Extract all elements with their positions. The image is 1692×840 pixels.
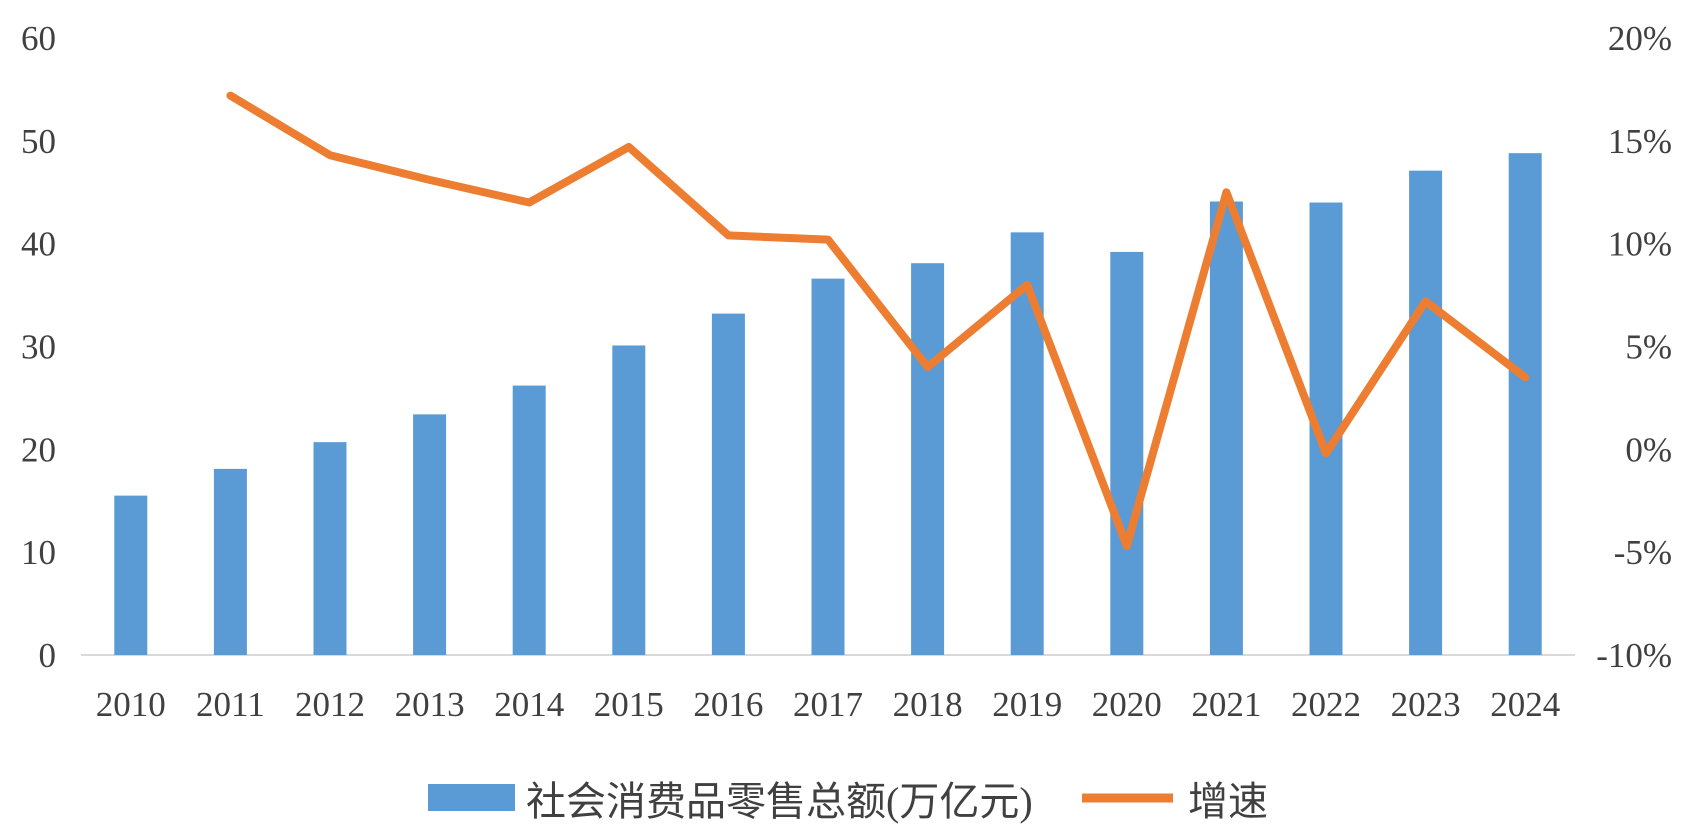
bar-2021 bbox=[1209, 201, 1243, 655]
left-axis-tick-label: 10 bbox=[21, 533, 56, 572]
line-series bbox=[226, 91, 1530, 550]
left-axis-tick-label: 60 bbox=[21, 19, 56, 58]
right-axis-tick-label: 10% bbox=[1608, 225, 1672, 264]
x-axis-tick-label: 2024 bbox=[1490, 685, 1560, 724]
bar-2024 bbox=[1508, 153, 1542, 655]
bar-2014 bbox=[512, 385, 546, 655]
right-axis-tick-label: 15% bbox=[1608, 122, 1672, 161]
legend-label-growth-rate: 增速 bbox=[1188, 779, 1268, 824]
x-axis-tick-label: 2015 bbox=[594, 685, 664, 724]
x-axis-tick-label: 2017 bbox=[793, 685, 863, 724]
left-axis-tick-label: 30 bbox=[21, 328, 56, 367]
bar-2011 bbox=[213, 468, 247, 655]
right-axis-tick-label: 0% bbox=[1625, 430, 1672, 469]
x-axis-tick-label: 2016 bbox=[693, 685, 763, 724]
bar-2016 bbox=[711, 313, 745, 655]
bar-2017 bbox=[811, 278, 845, 655]
bar-2010 bbox=[114, 495, 148, 655]
bar-2013 bbox=[413, 414, 447, 655]
left-axis-tick-label: 0 bbox=[39, 636, 57, 675]
right-axis-tick-label: -10% bbox=[1596, 636, 1672, 675]
left-axis-ticks: 0 10 20 30 40 50 60 bbox=[21, 19, 56, 675]
x-axis-tick-label: 2018 bbox=[893, 685, 963, 724]
right-axis-tick-label: 5% bbox=[1625, 328, 1672, 367]
x-axis-tick-label: 2010 bbox=[96, 685, 166, 724]
bar-2020 bbox=[1110, 251, 1144, 656]
left-axis-tick-label: 40 bbox=[21, 225, 56, 264]
x-axis-tick-label: 2023 bbox=[1391, 685, 1461, 724]
x-axis-tick-label: 2019 bbox=[992, 685, 1062, 724]
x-axis-tick-label: 2012 bbox=[295, 685, 365, 724]
right-axis-tick-label: -5% bbox=[1614, 533, 1672, 572]
bar-2015 bbox=[612, 345, 646, 655]
x-axis-tick-label: 2011 bbox=[196, 685, 265, 724]
x-axis-tick-label: 2022 bbox=[1291, 685, 1361, 724]
right-axis-ticks: -10% -5% 0% 5% 10% 15% 20% bbox=[1596, 19, 1672, 675]
x-axis-tick-label: 2013 bbox=[395, 685, 465, 724]
legend: 社会消费品零售总额(万亿元) 增速 bbox=[428, 779, 1268, 824]
left-axis-tick-label: 50 bbox=[21, 122, 56, 161]
bar-2018 bbox=[911, 263, 945, 655]
bar-2023 bbox=[1409, 170, 1443, 655]
x-axis-tick-label: 2020 bbox=[1092, 685, 1162, 724]
bar-2012 bbox=[313, 442, 347, 655]
x-axis-tick-label: 2014 bbox=[494, 685, 564, 724]
bar-series bbox=[114, 153, 1542, 656]
left-axis-tick-label: 20 bbox=[21, 430, 56, 469]
growth-rate-line bbox=[226, 91, 1530, 550]
legend-swatch-retail-sales bbox=[428, 784, 515, 811]
x-axis-tick-label: 2021 bbox=[1191, 685, 1261, 724]
right-axis-tick-label: 20% bbox=[1608, 19, 1672, 58]
x-axis-ticks: 2010 2011 2012 2013 2014 2015 2016 2017 2018 2019… bbox=[96, 685, 1560, 724]
legend-label-retail-sales: 社会消费品零售总额(万亿元) bbox=[526, 779, 1033, 824]
